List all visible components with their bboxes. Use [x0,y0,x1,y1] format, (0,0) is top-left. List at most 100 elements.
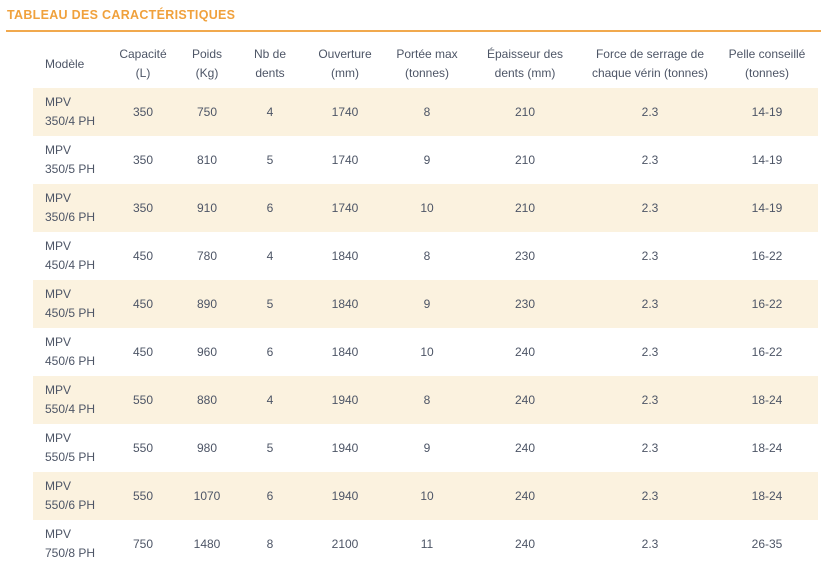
value-cell: 880 [196,392,218,407]
value-cell: 4 [266,392,274,407]
value-cell: 11 [420,536,434,551]
value-cell: 16-22 [751,248,783,263]
value-cell: 450 [132,344,154,359]
value-cell: 750 [196,104,218,119]
value-cell: 10 [420,488,434,503]
section-title: TABLEAU DES CARACTÉRISTIQUES [7,8,236,22]
value-cell: 780 [196,248,218,263]
value-cell: 10 [420,344,434,359]
value-cell: 1740 [331,200,359,215]
table-row: MPV 550/4 PH 550 880 4 1940 8 240 2.3 18-24 [33,376,818,424]
header-row: Modèle Capacité (L) Poids (Kg) Nb de dents O… [33,40,818,88]
model-cell: MPV 350/6 PH [45,191,96,224]
value-cell: 2.3 [641,104,659,119]
table-row: MPV 450/5 PH 450 890 5 1840 9 230 2.3 16-22 [33,280,818,328]
column-header: Ouverture (mm) [318,47,372,80]
value-cell: 1840 [331,248,359,263]
value-cell: 210 [514,104,536,119]
value-cell: 18-24 [751,440,783,455]
value-cell: 16-22 [751,344,783,359]
value-cell: 1480 [193,536,221,551]
model-cell: MPV 450/4 PH [45,239,96,272]
value-cell: 16-22 [751,296,783,311]
value-cell: 9 [423,152,431,167]
value-cell: 350 [132,200,154,215]
value-cell: 1840 [331,296,359,311]
value-cell: 10 [420,200,434,215]
model-cell: MPV 350/5 PH [45,143,96,176]
value-cell: 350 [132,104,154,119]
value-cell: 240 [514,488,536,503]
value-cell: 550 [132,488,154,503]
value-cell: 230 [514,296,536,311]
model-cell: MPV 450/6 PH [45,335,96,368]
value-cell: 5 [266,296,274,311]
model-cell: MPV 350/4 PH [45,95,96,128]
title-divider [6,30,821,32]
value-cell: 14-19 [751,152,783,167]
value-cell: 5 [266,440,274,455]
value-cell: 2.3 [641,248,659,263]
model-cell: MPV 450/5 PH [45,287,96,320]
value-cell: 2100 [331,536,359,551]
value-cell: 450 [132,296,154,311]
value-cell: 980 [196,440,218,455]
value-cell: 1940 [331,392,359,407]
value-cell: 240 [514,536,536,551]
table-row: MPV 350/6 PH 350 910 6 1740 10 210 2.3 14-19 [33,184,818,232]
value-cell: 240 [514,440,536,455]
model-cell: MPV 550/6 PH [45,479,96,512]
value-cell: 1940 [331,488,359,503]
column-header: Modèle [45,56,85,71]
value-cell: 240 [514,344,536,359]
table-row: MPV 450/4 PH 450 780 4 1840 8 230 2.3 16-22 [33,232,818,280]
table-header: Modèle Capacité (L) Poids (Kg) Nb de dents O… [33,40,818,88]
model-cell: MPV 550/5 PH [45,431,96,464]
model-cell: MPV 550/4 PH [45,383,96,416]
value-cell: 4 [266,104,274,119]
value-cell: 450 [132,248,154,263]
table-row: MPV 450/6 PH 450 960 6 1840 10 240 2.3 16-22 [33,328,818,376]
column-header: Pelle conseillé (tonnes) [728,47,806,80]
value-cell: 1740 [331,152,359,167]
value-cell: 14-19 [751,104,783,119]
value-cell: 230 [514,248,536,263]
value-cell: 8 [266,536,274,551]
value-cell: 350 [132,152,154,167]
table-row: MPV 350/5 PH 350 810 5 1740 9 210 2.3 14-19 [33,136,818,184]
column-header: Capacité (L) [119,47,167,80]
value-cell: 550 [132,392,154,407]
value-cell: 8 [423,104,431,119]
value-cell: 8 [423,392,431,407]
value-cell: 550 [132,440,154,455]
value-cell: 750 [132,536,154,551]
value-cell: 960 [196,344,218,359]
value-cell: 9 [423,296,431,311]
value-cell: 5 [266,152,274,167]
value-cell: 26-35 [751,536,783,551]
column-header: Portée max (tonnes) [396,47,458,80]
column-header: Épaisseur des dents (mm) [486,47,564,80]
model-cell: MPV 750/8 PH [45,527,96,560]
value-cell: 18-24 [751,488,783,503]
value-cell: 210 [514,200,536,215]
value-cell: 18-24 [751,392,783,407]
table-row: MPV 750/8 PH 750 1480 8 2100 11 240 2.3 26-35 [33,520,818,568]
value-cell: 2.3 [641,440,659,455]
value-cell: 9 [423,440,431,455]
value-cell: 2.3 [641,344,659,359]
value-cell: 810 [196,152,218,167]
value-cell: 2.3 [641,200,659,215]
column-header: Poids (Kg) [191,47,223,80]
value-cell: 910 [196,200,218,215]
value-cell: 2.3 [641,488,659,503]
value-cell: 6 [266,488,274,503]
value-cell: 210 [514,152,536,167]
value-cell: 1070 [193,488,221,503]
column-header: Force de serrage de chaque vérin (tonnes… [591,47,709,80]
value-cell: 2.3 [641,152,659,167]
value-cell: 6 [266,344,274,359]
column-header: Nb de dents [253,47,287,80]
value-cell: 4 [266,248,274,263]
